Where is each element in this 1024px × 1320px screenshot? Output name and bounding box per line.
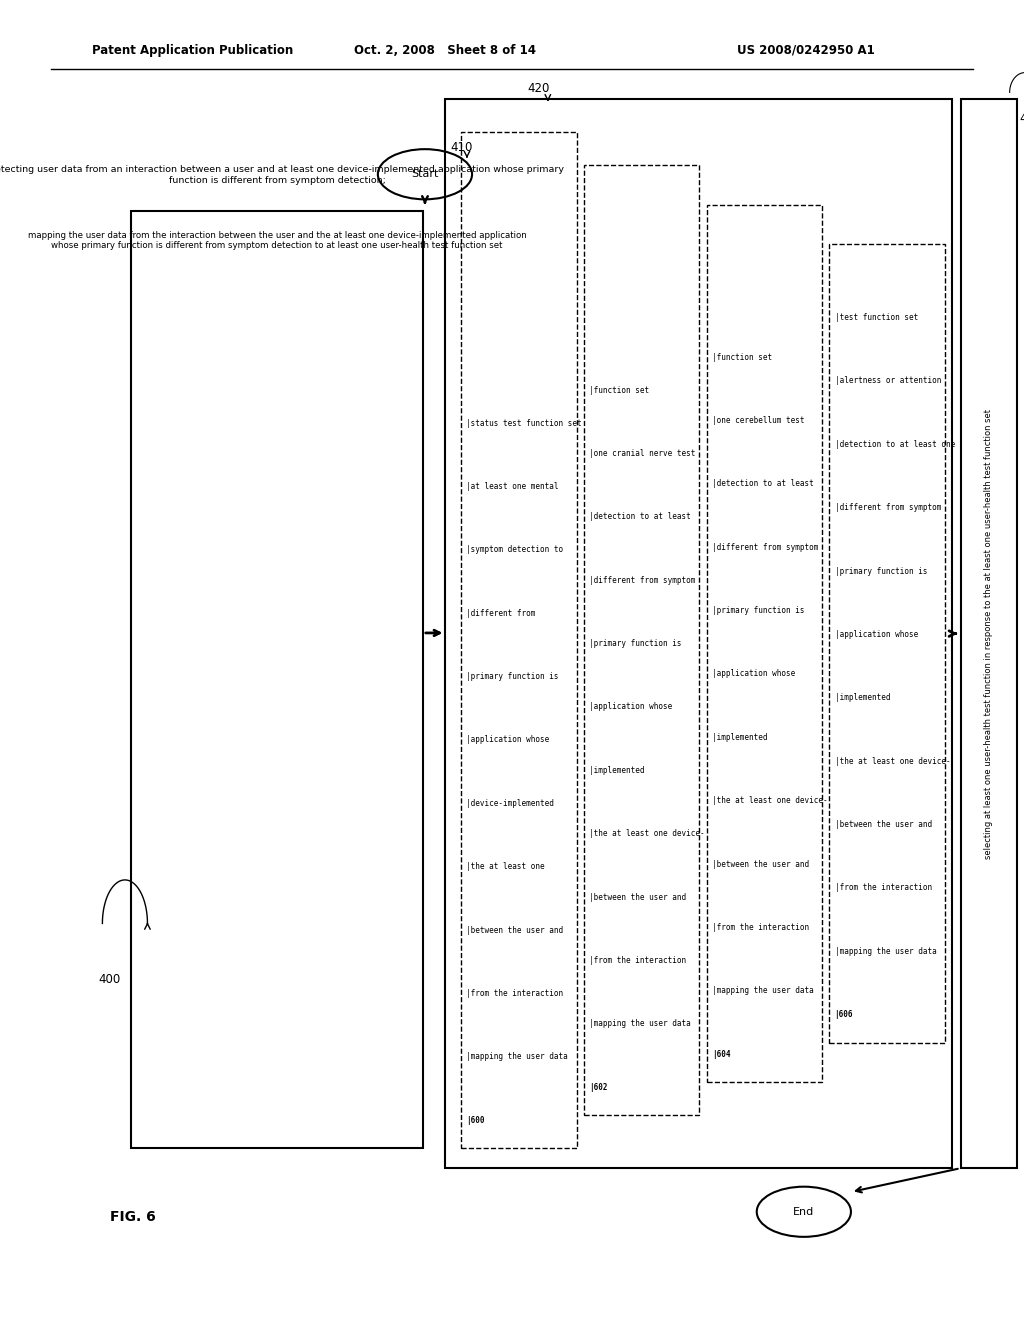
Text: |status test function set: |status test function set	[466, 418, 582, 428]
Bar	[961, 99, 1017, 1168]
Text: Patent Application Publication: Patent Application Publication	[92, 44, 294, 57]
Text: |one cerebellum test: |one cerebellum test	[712, 416, 804, 425]
Text: |detection to at least one: |detection to at least one	[835, 440, 954, 449]
Text: FIG. 6: FIG. 6	[111, 1210, 156, 1224]
Text: |implemented: |implemented	[589, 766, 644, 775]
Text: selecting at least one user-health test function in response to the at least one: selecting at least one user-health test …	[984, 409, 993, 858]
Text: |between the user and: |between the user and	[466, 925, 563, 935]
Bar	[829, 244, 945, 1043]
Text: |from the interaction: |from the interaction	[835, 883, 932, 892]
Text: mapping the user data from the interaction between the user and the at least one: mapping the user data from the interacti…	[28, 231, 526, 251]
Text: |primary function is: |primary function is	[712, 606, 804, 615]
Text: |the at least one device-: |the at least one device-	[712, 796, 827, 805]
Text: |primary function is: |primary function is	[466, 672, 558, 681]
Text: |the at least one device-: |the at least one device-	[589, 829, 705, 838]
Text: |between the user and: |between the user and	[835, 820, 932, 829]
Bar	[445, 99, 952, 1168]
Text: |different from symptom: |different from symptom	[835, 503, 941, 512]
Text: |implemented: |implemented	[835, 693, 890, 702]
Text: |application whose: |application whose	[589, 702, 672, 711]
Text: |application whose: |application whose	[835, 630, 918, 639]
Text: |mapping the user data: |mapping the user data	[589, 1019, 690, 1028]
Text: |different from: |different from	[466, 609, 536, 618]
Text: |application whose: |application whose	[712, 669, 795, 678]
Text: |the at least one device-: |the at least one device-	[835, 756, 950, 766]
Text: |the at least one: |the at least one	[466, 862, 545, 871]
Bar	[131, 211, 423, 1148]
Text: |detection to at least: |detection to at least	[589, 512, 690, 521]
Text: |test function set: |test function set	[835, 313, 918, 322]
Text: |606: |606	[835, 1010, 853, 1019]
Text: |primary function is: |primary function is	[589, 639, 681, 648]
Text: Oct. 2, 2008   Sheet 8 of 14: Oct. 2, 2008 Sheet 8 of 14	[354, 44, 537, 57]
Text: 430: 430	[1020, 112, 1024, 125]
Text: End: End	[794, 1206, 814, 1217]
Text: 400: 400	[98, 973, 121, 986]
Text: Start: Start	[412, 169, 438, 180]
Text: |detection to at least: |detection to at least	[712, 479, 813, 488]
Text: 420: 420	[527, 82, 550, 95]
Text: |from the interaction: |from the interaction	[589, 956, 686, 965]
Text: |different from symptom: |different from symptom	[712, 543, 818, 552]
Text: detecting user data from an interaction between a user and at least one device-i: detecting user data from an interaction …	[0, 165, 564, 185]
Text: |between the user and: |between the user and	[712, 859, 809, 869]
Text: |between the user and: |between the user and	[589, 892, 686, 902]
Text: |implemented: |implemented	[712, 733, 767, 742]
Text: |604: |604	[712, 1049, 730, 1059]
Text: |alertness or attention: |alertness or attention	[835, 376, 941, 385]
Bar	[707, 205, 822, 1082]
Text: |mapping the user data: |mapping the user data	[712, 986, 813, 995]
Text: |from the interaction: |from the interaction	[712, 923, 809, 932]
Text: |mapping the user data: |mapping the user data	[466, 1052, 567, 1061]
Text: |one cranial nerve test: |one cranial nerve test	[589, 449, 695, 458]
Text: |600: |600	[466, 1115, 484, 1125]
Text: US 2008/0242950 A1: US 2008/0242950 A1	[737, 44, 876, 57]
Text: |at least one mental: |at least one mental	[466, 482, 558, 491]
Text: |from the interaction: |from the interaction	[466, 989, 563, 998]
Text: |mapping the user data: |mapping the user data	[835, 946, 936, 956]
Text: |different from symptom: |different from symptom	[589, 576, 695, 585]
Text: |function set: |function set	[712, 352, 772, 362]
Text: |device-implemented: |device-implemented	[466, 799, 554, 808]
Bar	[461, 132, 577, 1148]
Text: |primary function is: |primary function is	[835, 566, 927, 576]
Bar	[584, 165, 699, 1115]
Text: |symptom detection to: |symptom detection to	[466, 545, 563, 554]
Text: |602: |602	[589, 1082, 607, 1092]
Text: |application whose: |application whose	[466, 735, 549, 744]
Text: |function set: |function set	[589, 385, 649, 395]
Text: 410: 410	[451, 141, 473, 154]
